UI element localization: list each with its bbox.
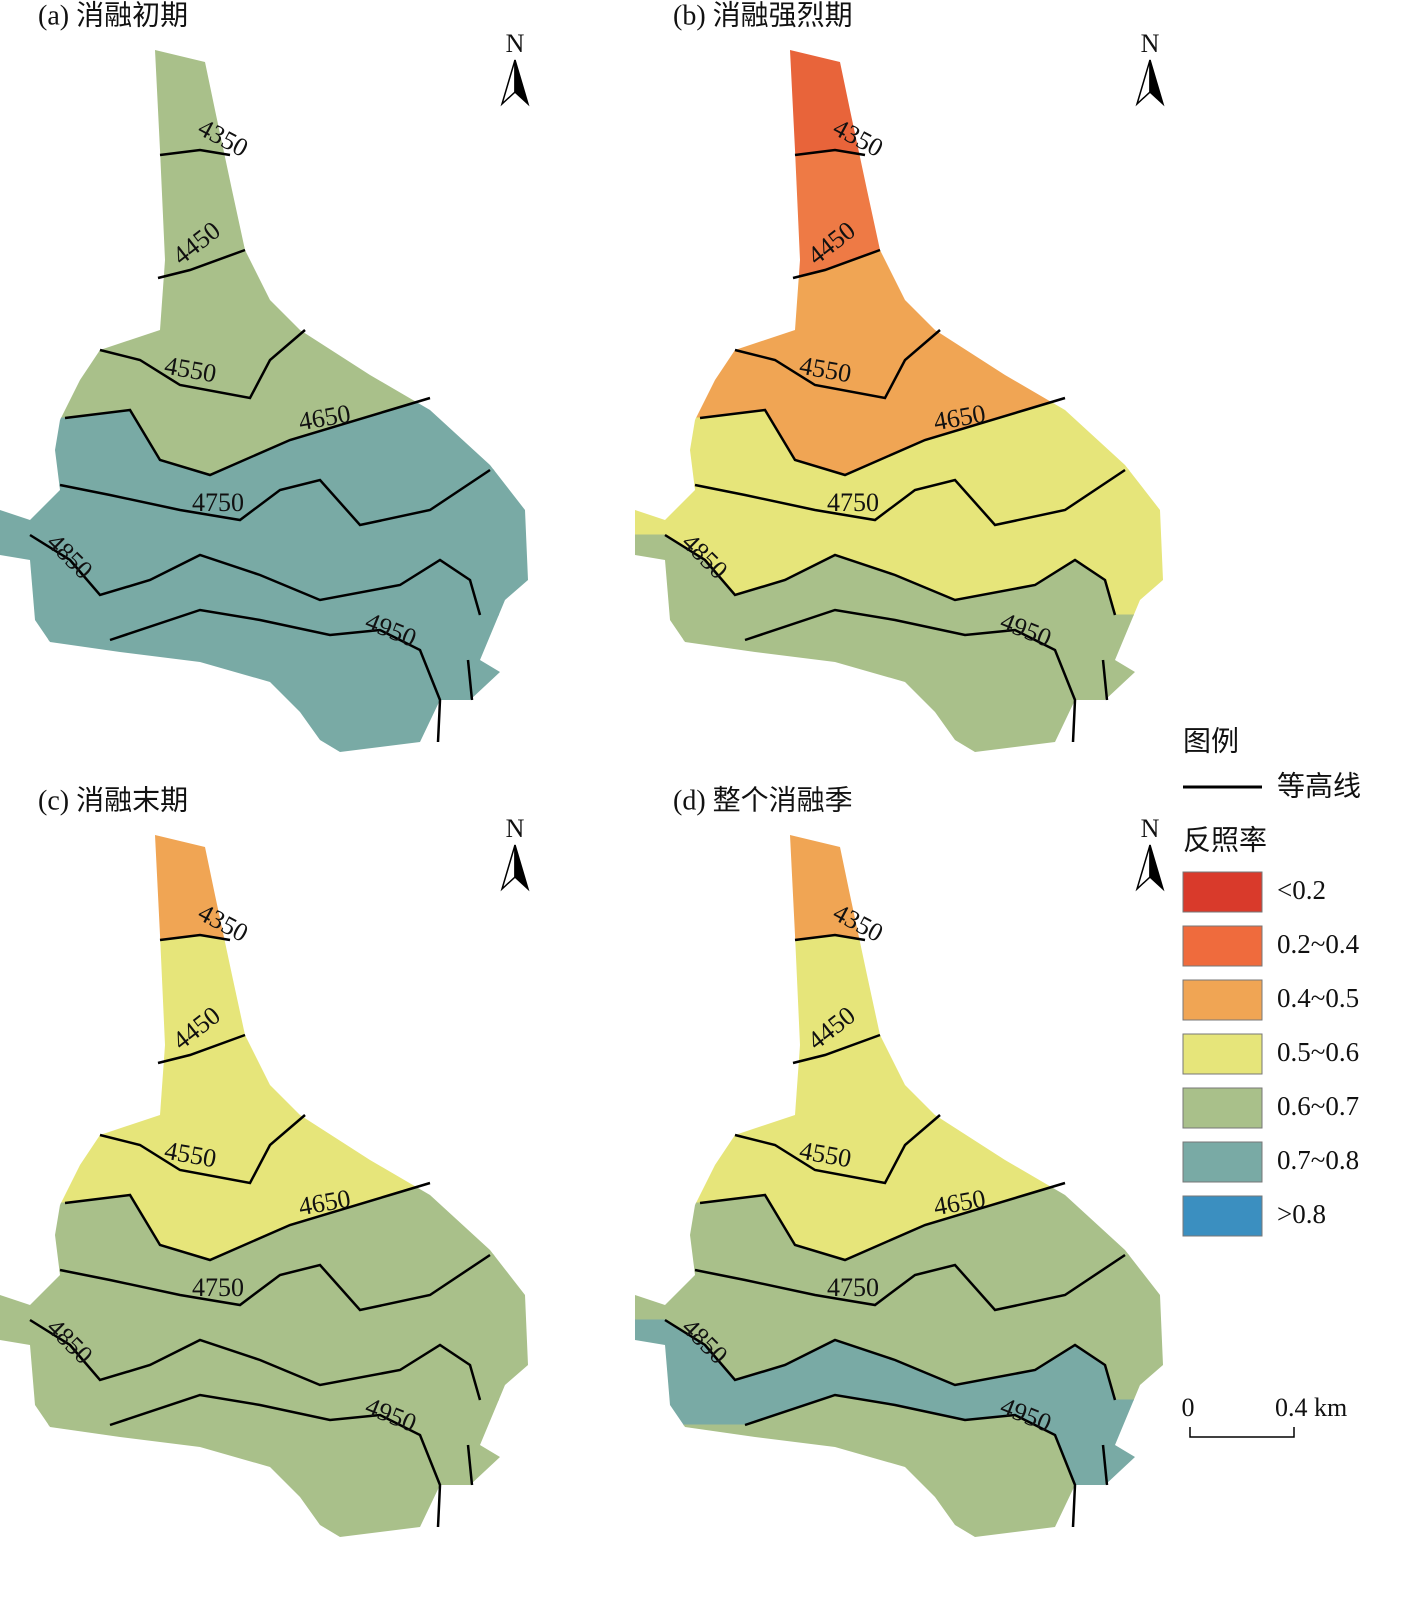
contour-line [744, 608, 1077, 743]
contour-line [59, 468, 491, 527]
contour-line [694, 468, 1126, 527]
legend-class-label: 0.2~0.4 [1277, 929, 1360, 959]
legend-class-label: 0.4~0.5 [1277, 983, 1359, 1013]
contour-line [744, 1393, 1077, 1528]
albedo-zone [0, 149, 528, 279]
albedo-zones [0, 50, 528, 752]
contour-line [157, 248, 246, 280]
contour-label: 4750 [192, 1273, 244, 1302]
north-arrow-left [500, 59, 516, 107]
contour-line [792, 248, 881, 280]
legend-swatch [1182, 1033, 1263, 1075]
albedo-zones [635, 50, 1163, 752]
contour-line [109, 1393, 442, 1528]
scale-bar: 0 0.4 km [1182, 1393, 1347, 1438]
panel-title: (d) 整个消融季 [673, 784, 853, 816]
contour-label: 4750 [827, 488, 879, 517]
north-label: N [506, 29, 525, 58]
legend-class-label: 0.6~0.7 [1277, 1091, 1359, 1121]
north-arrow-left [500, 844, 516, 892]
panel-title: (c) 消融末期 [38, 784, 188, 816]
north-label: N [506, 814, 525, 843]
contour-line [64, 1181, 431, 1262]
legend-class-label: 0.5~0.6 [1277, 1037, 1359, 1067]
legend-title: 图例 [1183, 725, 1239, 757]
contour-line [664, 1318, 1117, 1401]
albedo-zone [635, 934, 1163, 1064]
contour-line [699, 396, 1066, 477]
contour-line [157, 1033, 246, 1065]
contour-line [99, 329, 306, 400]
contour-line [699, 1181, 1066, 1262]
legend-class-label: <0.2 [1277, 875, 1326, 905]
scale-line [1189, 1427, 1295, 1438]
north-label: N [1141, 29, 1160, 58]
contour-label: 4750 [192, 488, 244, 517]
contour-line [694, 1253, 1126, 1312]
contour-line [664, 533, 1117, 616]
contour-line [792, 1033, 881, 1065]
contour-line [794, 148, 866, 157]
legend: 图例 等高线 反照率 <0.2 0.2~0.4 0.4~0.5 0.5~0.6 0.6~… [1182, 725, 1361, 1237]
panel-title: (b) 消融强烈期 [673, 0, 853, 31]
albedo-zones [635, 835, 1163, 1537]
north-arrow-right [514, 59, 530, 107]
north-label: N [1141, 814, 1160, 843]
legend-swatch [1182, 1141, 1263, 1183]
legend-swatch [1182, 871, 1263, 913]
contour-line [59, 1253, 491, 1312]
legend-swatch [1182, 1195, 1263, 1237]
contour-line [734, 1114, 941, 1185]
legend-contour-label: 等高线 [1277, 770, 1361, 802]
north-arrow-right [1149, 844, 1165, 892]
contour-line [466, 659, 474, 701]
contour-line [64, 396, 431, 477]
albedo-zone [0, 934, 528, 1064]
contour-line [29, 1318, 482, 1401]
panel-title: (a) 消融初期 [38, 0, 188, 31]
legend-swatch [1182, 925, 1263, 967]
north-arrow-left [1135, 59, 1151, 107]
contour-line [159, 148, 231, 157]
scale-start: 0 [1182, 1393, 1195, 1422]
contour-label: 4750 [827, 1273, 879, 1302]
north-arrow-right [1149, 59, 1165, 107]
north-arrow-left [1135, 844, 1151, 892]
contour-line [734, 329, 941, 400]
legend-albedo-title: 反照率 [1183, 824, 1267, 856]
contour-line [1101, 659, 1109, 701]
contour-line [794, 933, 866, 942]
contour-line [1101, 1444, 1109, 1486]
contour-line [29, 533, 482, 616]
scale-end: 0.4 km [1275, 1393, 1347, 1422]
contour-line [466, 1444, 474, 1486]
legend-class-label: >0.8 [1277, 1199, 1326, 1229]
legend-swatch [1182, 1087, 1263, 1129]
north-arrow-right [514, 844, 530, 892]
legend-swatch [1182, 979, 1263, 1021]
albedo-zone [635, 149, 1163, 279]
legend-class-label: 0.7~0.8 [1277, 1145, 1359, 1175]
contour-line [159, 933, 231, 942]
contour-line [109, 608, 442, 743]
contour-line [99, 1114, 306, 1185]
